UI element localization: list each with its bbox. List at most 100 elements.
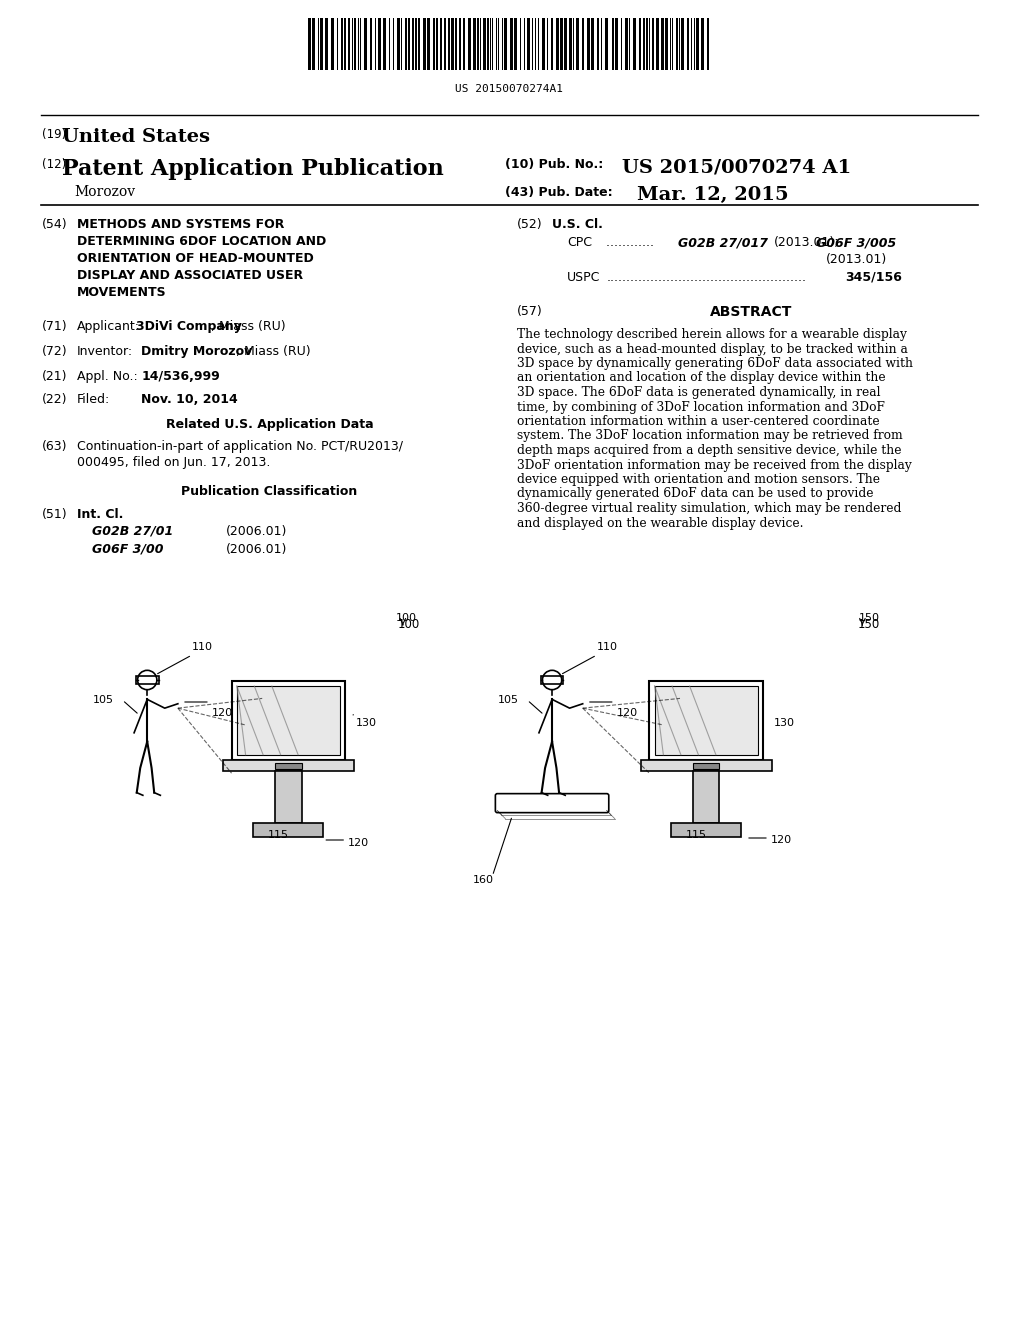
- Text: 3DoF orientation information may be received from the display: 3DoF orientation information may be rece…: [517, 458, 912, 471]
- Bar: [626, 18, 629, 70]
- Bar: [406, 18, 408, 70]
- Text: (10) Pub. No.:: (10) Pub. No.:: [505, 158, 603, 172]
- Text: system. The 3DoF location information may be retrieved from: system. The 3DoF location information ma…: [517, 429, 903, 442]
- Bar: [237, 686, 340, 755]
- Text: device, such as a head-mounted display, to be tracked within a: device, such as a head-mounted display, …: [517, 342, 908, 355]
- Bar: [326, 18, 328, 70]
- Text: MOVEMENTS: MOVEMENTS: [77, 286, 166, 300]
- Text: 345/156: 345/156: [846, 271, 902, 284]
- Bar: [643, 18, 645, 70]
- Text: ..................................................: ........................................…: [607, 271, 807, 284]
- Bar: [364, 18, 367, 70]
- Text: 100: 100: [398, 618, 420, 631]
- Bar: [587, 18, 590, 70]
- Text: 14/536,999: 14/536,999: [141, 370, 220, 383]
- Text: (57): (57): [517, 305, 543, 318]
- Text: 115: 115: [268, 830, 289, 840]
- Bar: [665, 18, 668, 70]
- Bar: [510, 18, 513, 70]
- Text: (52): (52): [517, 218, 543, 231]
- Bar: [136, 676, 159, 684]
- Text: Morozov: Morozov: [75, 185, 136, 199]
- Text: an orientation and location of the display device within the: an orientation and location of the displ…: [517, 371, 886, 384]
- Bar: [341, 18, 343, 70]
- Text: USPC: USPC: [567, 271, 600, 284]
- Bar: [543, 18, 546, 70]
- Bar: [443, 18, 445, 70]
- Bar: [397, 18, 400, 70]
- Bar: [375, 18, 377, 70]
- Text: 115: 115: [686, 830, 707, 840]
- Bar: [321, 18, 324, 70]
- Bar: [370, 18, 372, 70]
- Bar: [681, 18, 684, 70]
- Bar: [660, 18, 664, 70]
- Text: 100: 100: [396, 612, 417, 623]
- Text: CPC: CPC: [567, 236, 592, 249]
- Bar: [418, 18, 420, 70]
- Text: 120: 120: [212, 708, 233, 718]
- Text: (2013.01): (2013.01): [825, 253, 887, 267]
- Text: The technology described herein allows for a wearable display: The technology described herein allows f…: [517, 327, 907, 341]
- Text: (21): (21): [42, 370, 68, 383]
- Text: depth maps acquired from a depth sensitive device, while the: depth maps acquired from a depth sensiti…: [517, 444, 902, 457]
- Bar: [693, 763, 720, 768]
- Text: (54): (54): [42, 218, 68, 231]
- Text: (22): (22): [42, 393, 68, 407]
- Text: 360-degree virtual reality simulation, which may be rendered: 360-degree virtual reality simulation, w…: [517, 502, 902, 515]
- Text: Continuation-in-part of application No. PCT/RU2013/: Continuation-in-part of application No. …: [77, 440, 402, 453]
- Bar: [473, 18, 476, 70]
- Bar: [308, 18, 311, 70]
- Bar: [641, 760, 772, 771]
- Text: 3DiVi Company: 3DiVi Company: [136, 319, 242, 333]
- Bar: [541, 676, 563, 684]
- Text: Int. Cl.: Int. Cl.: [77, 508, 123, 521]
- Text: US 2015/0070274 A1: US 2015/0070274 A1: [622, 158, 851, 176]
- Text: DISPLAY AND ASSOCIATED USER: DISPLAY AND ASSOCIATED USER: [77, 269, 303, 282]
- Bar: [423, 18, 426, 70]
- Text: ............: ............: [602, 236, 657, 249]
- Bar: [569, 18, 572, 70]
- Bar: [436, 18, 437, 70]
- Bar: [646, 18, 648, 70]
- Bar: [412, 18, 414, 70]
- Bar: [433, 18, 435, 70]
- Bar: [633, 18, 636, 70]
- Bar: [456, 18, 458, 70]
- Text: DETERMINING 6DOF LOCATION AND: DETERMINING 6DOF LOCATION AND: [77, 235, 326, 248]
- Bar: [676, 18, 678, 70]
- Bar: [223, 760, 354, 771]
- Bar: [575, 18, 579, 70]
- Bar: [551, 18, 553, 70]
- Text: G02B 27/017: G02B 27/017: [679, 236, 768, 249]
- Text: (71): (71): [42, 319, 68, 333]
- Bar: [556, 18, 559, 70]
- Bar: [468, 18, 471, 70]
- Text: (2013.01);: (2013.01);: [774, 236, 840, 249]
- Text: (51): (51): [42, 508, 68, 521]
- Text: ORIENTATION OF HEAD-MOUNTED: ORIENTATION OF HEAD-MOUNTED: [77, 252, 313, 265]
- Text: Patent Application Publication: Patent Application Publication: [61, 158, 443, 180]
- Bar: [447, 18, 450, 70]
- Bar: [514, 18, 517, 70]
- Text: Mar. 12, 2015: Mar. 12, 2015: [637, 186, 788, 205]
- Bar: [483, 18, 486, 70]
- Text: (2006.01): (2006.01): [226, 525, 287, 539]
- Text: 120: 120: [348, 838, 370, 847]
- Bar: [560, 18, 563, 70]
- Text: Nov. 10, 2014: Nov. 10, 2014: [141, 393, 238, 407]
- Bar: [254, 824, 324, 837]
- Text: U.S. Cl.: U.S. Cl.: [552, 218, 603, 231]
- Bar: [312, 18, 315, 70]
- Bar: [612, 18, 614, 70]
- Bar: [604, 18, 607, 70]
- Text: 000495, filed on Jun. 17, 2013.: 000495, filed on Jun. 17, 2013.: [77, 455, 270, 469]
- Text: orientation information within a user-centered coordinate: orientation information within a user-ce…: [517, 414, 880, 428]
- Text: 120: 120: [616, 708, 638, 718]
- Bar: [597, 18, 599, 70]
- Bar: [415, 18, 417, 70]
- Bar: [701, 18, 705, 70]
- Text: METHODS AND SYSTEMS FOR: METHODS AND SYSTEMS FOR: [77, 218, 284, 231]
- Text: Applicant:: Applicant:: [77, 319, 139, 333]
- Bar: [591, 18, 594, 70]
